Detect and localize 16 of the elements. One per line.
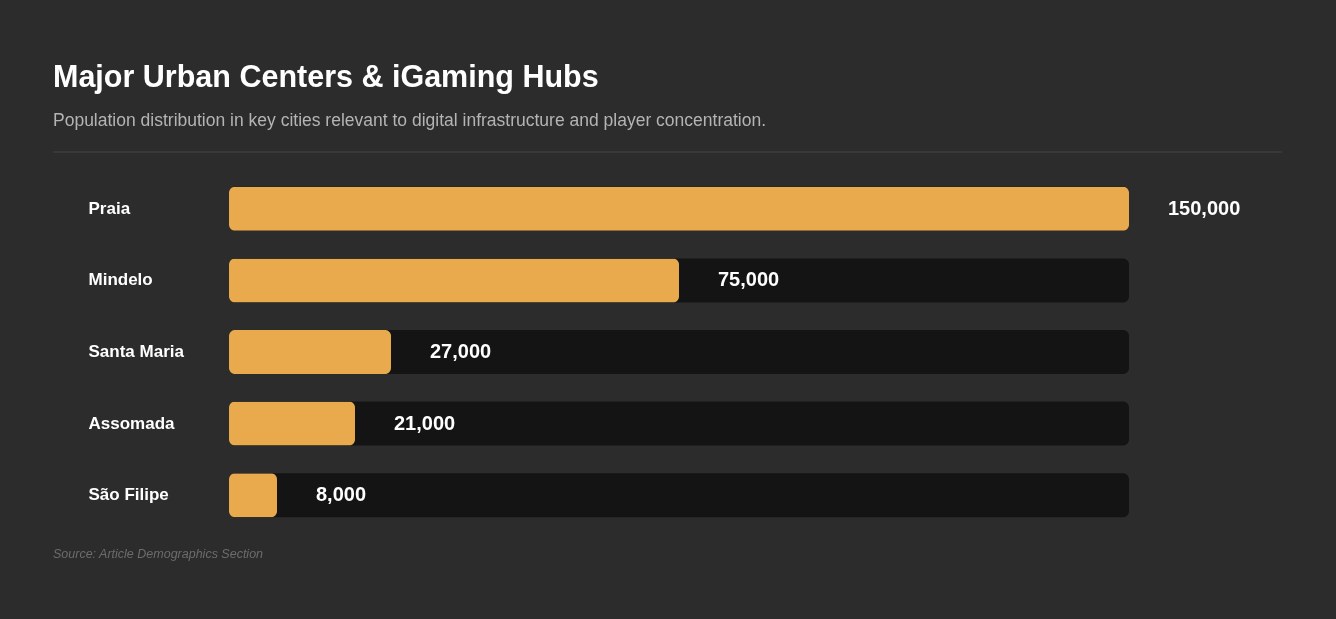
data-label: 21,000 [394,411,456,434]
chart-title: Major Urban Centers & iGaming Hubs [53,58,599,94]
y-tick-label: Mindelo [88,270,153,290]
bar [229,473,277,518]
bar [229,329,391,375]
y-tick-label: Assomada [88,413,176,433]
data-label: 75,000 [718,268,780,291]
data-label: 27,000 [430,340,492,362]
chart-subtitle: Population distribution in key cities relevant to digital infrastructure and player concentration. [53,110,767,130]
bar [229,401,355,446]
y-tick-label: São Filipe [88,485,169,505]
source-note: Source: Article Demographics Section [53,547,264,561]
data-label: 8,000 [316,483,367,506]
data-label: 150,000 [1168,196,1241,219]
y-tick-label: Praia [88,198,131,218]
y-tick-label: Santa Maria [88,342,185,361]
